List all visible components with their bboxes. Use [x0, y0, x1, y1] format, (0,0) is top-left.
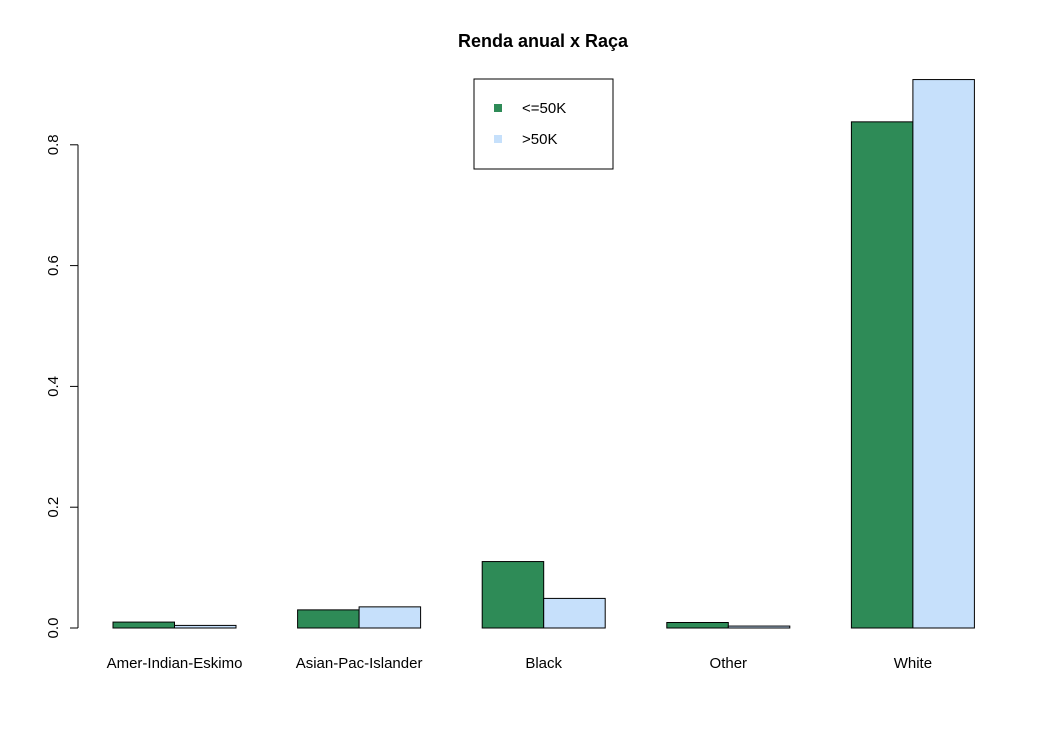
y-axis: 0.0 0.2 0.4 0.6 0.8 — [45, 134, 79, 639]
bars-group — [112, 79, 975, 629]
y-tick-label: 0.2 — [45, 497, 62, 518]
legend-label: <=50K — [522, 100, 566, 117]
legend-swatch — [494, 135, 502, 143]
y-tick-label: 0.6 — [45, 255, 62, 276]
legend-swatch — [494, 104, 502, 112]
legend: <=50K >50K — [473, 78, 614, 170]
x-tick-label: Black — [525, 655, 562, 672]
x-tick-label: White — [894, 655, 932, 672]
bar-le50k — [850, 121, 914, 629]
bar-gt50k — [727, 625, 791, 629]
bar-le50k — [112, 621, 175, 629]
bar-le50k — [666, 622, 729, 629]
legend-label: >50K — [522, 131, 557, 148]
bar-le50k — [481, 561, 545, 629]
legend-box — [473, 78, 614, 170]
x-tick-label: Amer-Indian-Eskimo — [107, 655, 243, 672]
bar-gt50k — [174, 624, 237, 629]
y-tick-label: 0.0 — [45, 618, 62, 639]
chart-title: Renda anual x Raça — [458, 31, 629, 51]
x-axis-labels: Amer-Indian-Eskimo Asian-Pac-Islander Blac… — [107, 655, 933, 672]
y-tick-label: 0.4 — [45, 376, 62, 397]
bar-gt50k — [912, 79, 975, 629]
x-tick-label: Other — [710, 655, 748, 672]
y-tick-label: 0.8 — [45, 134, 62, 155]
bar-le50k — [297, 609, 360, 629]
bar-gt50k — [543, 597, 606, 629]
bar-gt50k — [358, 606, 422, 629]
x-tick-label: Asian-Pac-Islander — [296, 655, 423, 672]
